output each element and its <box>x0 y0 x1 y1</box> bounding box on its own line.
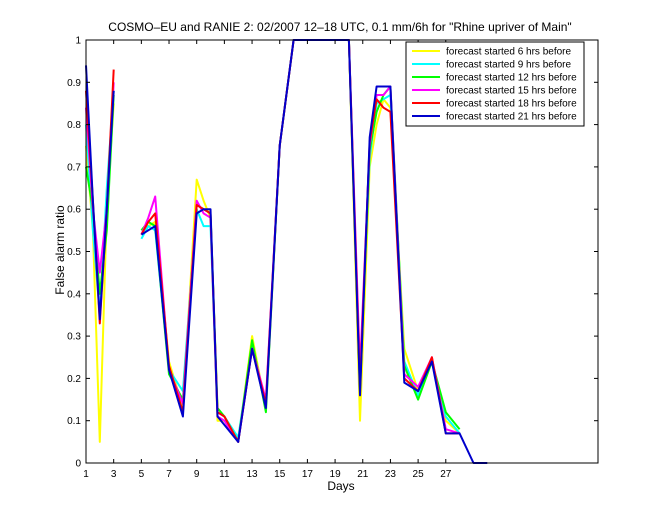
x-tick-label: 17 <box>302 469 314 480</box>
x-axis-label: Days <box>327 479 354 493</box>
x-tick-label: 1 <box>83 469 89 480</box>
x-tick-label: 5 <box>139 469 145 480</box>
y-tick-label: 0.5 <box>67 247 81 258</box>
legend: forecast started 6 hrs before forecast st… <box>405 41 585 127</box>
y-tick-label: 0.3 <box>67 332 81 343</box>
x-tick-label: 23 <box>385 469 397 480</box>
legend-label-3: forecast started 12 hrs before <box>446 73 577 84</box>
y-tick-label: 0.8 <box>67 120 81 131</box>
legend-label-1: forecast started 6 hrs before <box>446 47 572 58</box>
x-tick-label: 7 <box>166 469 172 480</box>
y-tick-label: 0.2 <box>67 374 81 385</box>
legend-label-2: forecast started 9 hrs before <box>446 60 572 71</box>
y-tick-label: 0.1 <box>67 416 81 427</box>
y-axis-label: False alarm ratio <box>53 205 67 295</box>
y-tick-label: 0 <box>75 459 81 470</box>
y-tick-label: 0.9 <box>67 78 81 89</box>
legend-label-6: forecast started 21 hrs before <box>446 112 577 123</box>
y-tick-label: 0.6 <box>67 205 81 216</box>
x-tick-label: 27 <box>440 469 452 480</box>
x-tick-label: 3 <box>111 469 117 480</box>
chart-title: COSMO–EU and RANIE 2: 02/2007 12–18 UTC,… <box>108 20 571 34</box>
legend-label-5: forecast started 18 hrs before <box>446 99 577 110</box>
y-tick-label: 0.7 <box>67 162 81 173</box>
x-tick-label: 25 <box>413 469 425 480</box>
legend-label-4: forecast started 15 hrs before <box>446 86 577 97</box>
x-tick-label: 15 <box>274 469 286 480</box>
y-tick-label: 0.4 <box>67 289 81 300</box>
x-tick-label: 13 <box>246 469 258 480</box>
x-tick-label: 11 <box>219 469 230 480</box>
y-tick-label: 1 <box>75 36 81 47</box>
x-tick-label: 21 <box>357 469 369 480</box>
x-tick-label: 9 <box>194 469 200 480</box>
legend-box <box>405 41 585 127</box>
x-tick-label: 19 <box>330 469 342 480</box>
